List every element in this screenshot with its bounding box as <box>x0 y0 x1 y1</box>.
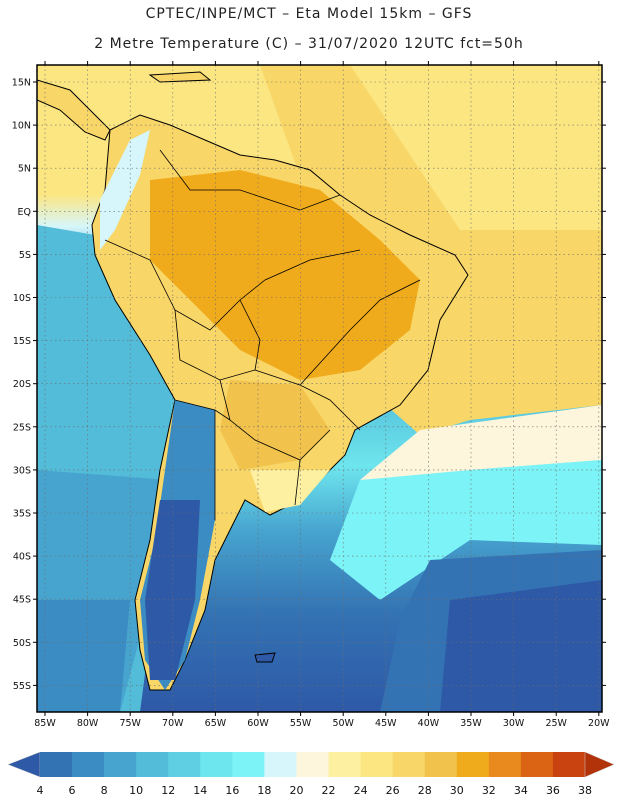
colorbar: 4 6 8 10 12 14 16 18 20 22 24 26 28 30 32 34 36 38 <box>7 751 615 797</box>
lon-label: 45W <box>375 718 397 729</box>
colorbar-label: 38 <box>578 784 592 797</box>
northern-andes-zone <box>100 130 150 250</box>
colorbar-low-arrow <box>7 751 41 778</box>
colorbar-swatch <box>360 752 393 777</box>
lat-label: 30S <box>13 465 31 476</box>
colorbar-label: 6 <box>69 784 76 797</box>
lon-label: 85W <box>34 718 56 729</box>
pacific-far-south <box>37 600 130 712</box>
map-frame <box>36 64 603 713</box>
colorbar-label: 18 <box>257 784 271 797</box>
colorbar-label: 10 <box>129 784 143 797</box>
lat-label: 10S <box>13 293 31 304</box>
colorbar-label: 28 <box>418 784 432 797</box>
colorbar-swatch <box>392 752 426 777</box>
map-subtitle: 2 Metre Temperature (C) – 31/07/2020 12U… <box>94 36 524 52</box>
lat-label: 25S <box>13 422 31 433</box>
colorbar-label: 8 <box>101 784 108 797</box>
lon-label: 70W <box>162 718 184 729</box>
colorbar-swatch <box>552 752 586 777</box>
colorbar-swatch <box>72 752 105 777</box>
lat-label: 35S <box>13 509 31 520</box>
colorbar-swatch <box>40 752 73 777</box>
colorbar-label: 16 <box>225 784 239 797</box>
atlantic-north-zone <box>350 65 602 230</box>
lat-label: EQ <box>18 207 31 218</box>
colorbar-label: 32 <box>482 784 496 797</box>
lat-label: 40S <box>13 552 31 563</box>
lat-label: 50S <box>13 638 31 649</box>
colorbar-swatch <box>200 752 233 777</box>
patagonia-cold-zone <box>145 500 200 680</box>
lon-label: 25W <box>545 718 567 729</box>
colorbar-label: 4 <box>37 784 44 797</box>
chaco-warm-zone <box>220 380 330 470</box>
lon-label: 55W <box>290 718 312 729</box>
colorbar-swatch <box>328 752 361 777</box>
lat-label: 5N <box>18 164 31 175</box>
country-borders <box>104 149 421 520</box>
colorbar-label: 14 <box>193 784 207 797</box>
colorbar-label: 36 <box>546 784 560 797</box>
colorbar-swatch <box>424 752 458 777</box>
colorbar-swatch <box>168 752 201 777</box>
colorbar-swatch <box>520 752 554 777</box>
latitude-labels: 15N 10N 5N EQ 5S 10S 15S 20S 25S 30S 35S 40S 45S 50S 5… <box>12 78 31 692</box>
colorbar-swatch <box>232 752 265 777</box>
lat-label: 10N <box>12 121 31 132</box>
map-fields <box>37 65 602 712</box>
colorbar-swatch <box>488 752 522 777</box>
colorbar-label: 26 <box>386 784 400 797</box>
lat-label: 15N <box>12 78 31 89</box>
lon-label: 60W <box>247 718 269 729</box>
colorbar-swatch <box>136 752 169 777</box>
lon-label: 30W <box>503 718 525 729</box>
falkland-islands <box>254 652 276 663</box>
colorbar-label: 34 <box>514 784 528 797</box>
pampas-zone <box>250 470 330 512</box>
longitude-labels: 85W 80W 75W 70W 65W 60W 55W 50W 45W 40W 35W 30W 25W 2… <box>34 718 610 729</box>
lat-label: 20S <box>13 379 31 390</box>
colorbar-label: 20 <box>289 784 303 797</box>
lat-label: 15S <box>13 336 31 347</box>
lon-label: 20W <box>588 718 610 729</box>
south-atlantic-coldest <box>440 580 602 712</box>
lon-label: 65W <box>205 718 227 729</box>
map-title: CPTEC/INPE/MCT – Eta Model 15km – GFS <box>145 6 473 22</box>
colorbar-swatch <box>456 752 490 777</box>
lon-label: 40W <box>418 718 440 729</box>
colorbar-label: 12 <box>161 784 175 797</box>
lat-label: 55S <box>13 681 31 692</box>
colorbar-swatch <box>104 752 137 777</box>
lon-label: 35W <box>460 718 482 729</box>
colorbar-swatch <box>296 752 329 777</box>
colorbar-label: 30 <box>450 784 464 797</box>
lon-label: 75W <box>119 718 141 729</box>
colorbar-label: 22 <box>322 784 336 797</box>
atlantic-cool-band <box>330 460 602 600</box>
caribbean-islands <box>148 71 212 83</box>
lat-label: 5S <box>19 250 31 261</box>
colorbar-swatch <box>264 752 297 777</box>
colorbar-high-arrow <box>584 751 615 778</box>
colorbar-label: 24 <box>354 784 368 797</box>
lon-label: 80W <box>77 718 99 729</box>
lat-label: 45S <box>13 595 31 606</box>
lon-label: 50W <box>332 718 354 729</box>
